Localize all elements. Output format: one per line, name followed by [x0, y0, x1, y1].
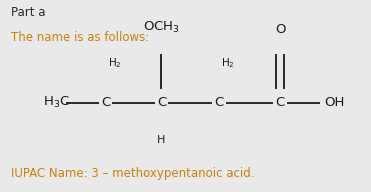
Text: C: C — [101, 96, 110, 109]
Text: OH: OH — [325, 96, 345, 109]
Text: C: C — [157, 96, 166, 109]
Text: C: C — [276, 96, 285, 109]
Text: H$_2$: H$_2$ — [221, 56, 234, 70]
Text: OCH$_3$: OCH$_3$ — [143, 19, 180, 35]
Text: The name is as follows:: The name is as follows: — [11, 31, 150, 44]
Text: Part a: Part a — [11, 6, 46, 19]
Text: H: H — [157, 135, 165, 145]
Text: H$_2$: H$_2$ — [108, 56, 121, 70]
Text: C: C — [214, 96, 223, 109]
Text: O: O — [275, 23, 285, 36]
Text: IUPAC Name: 3 – methoxypentanoic acid.: IUPAC Name: 3 – methoxypentanoic acid. — [11, 167, 255, 180]
Text: H$_3$C: H$_3$C — [43, 95, 70, 110]
